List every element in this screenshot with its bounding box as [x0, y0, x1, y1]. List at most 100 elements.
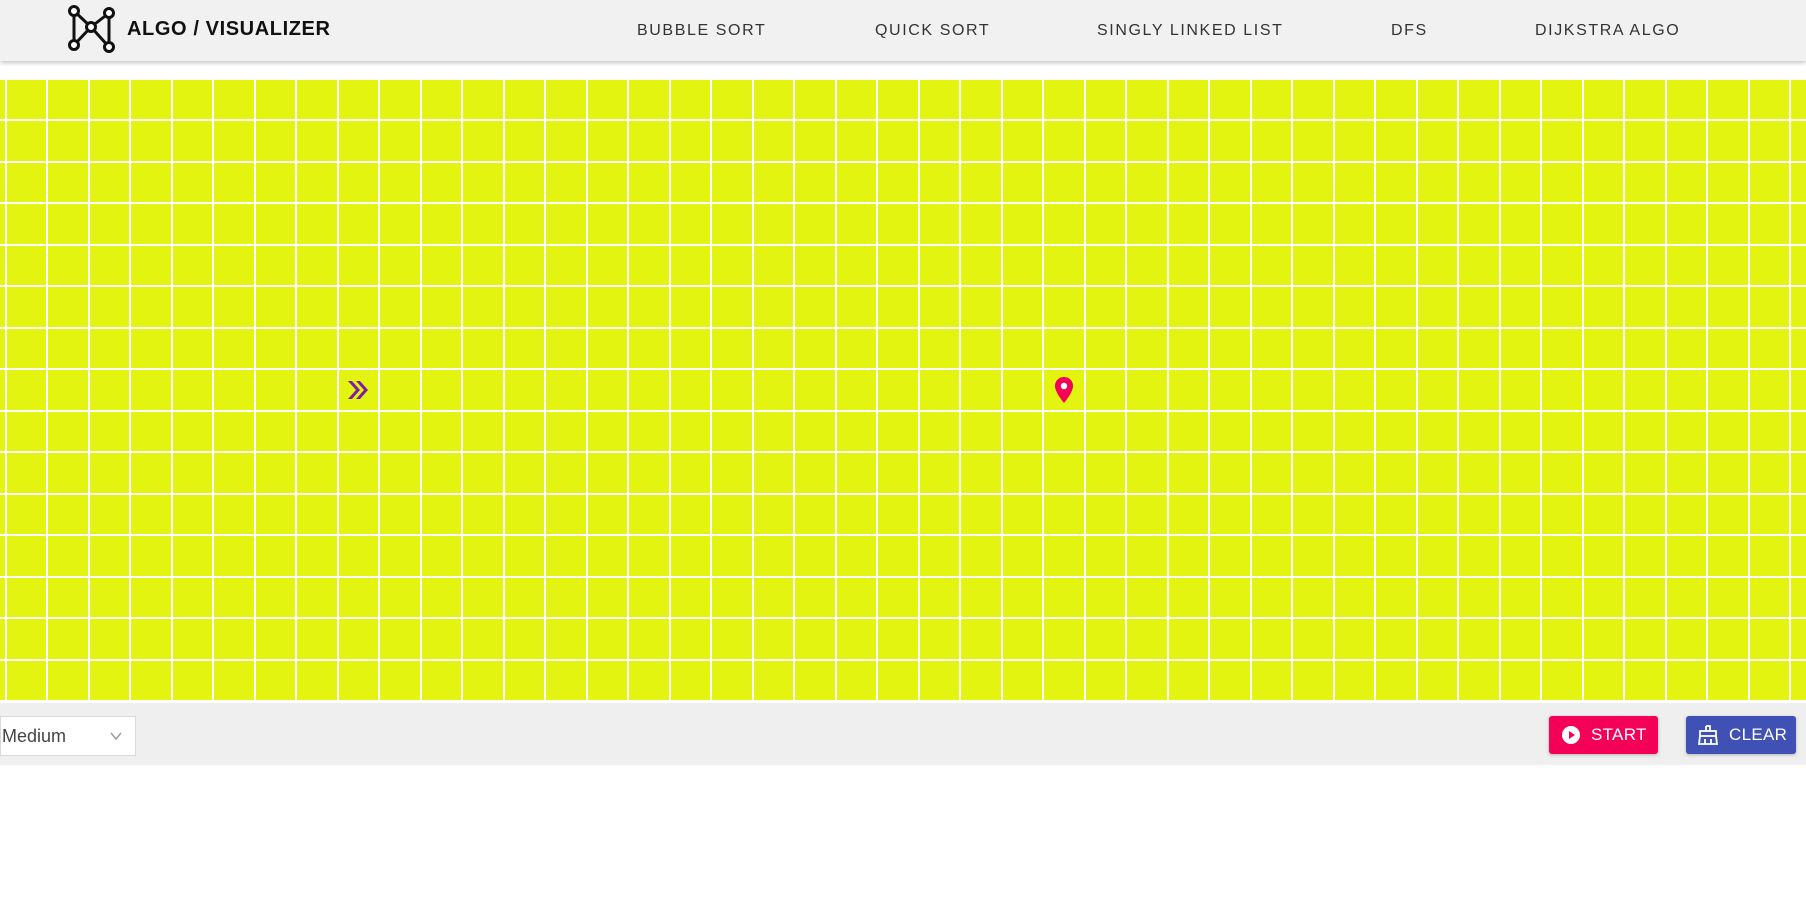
grid-cell[interactable]	[961, 79, 1001, 119]
grid-cell[interactable]	[0, 79, 5, 119]
grid-cell[interactable]	[1500, 328, 1540, 368]
grid-cell[interactable]	[1708, 494, 1748, 534]
grid-cell[interactable]	[1376, 370, 1416, 410]
grid-cell[interactable]	[1791, 370, 1806, 410]
grid-cell[interactable]	[670, 577, 710, 617]
grid-cell[interactable]	[587, 79, 627, 119]
nav-dfs[interactable]: DFS	[1391, 22, 1428, 39]
grid-cell[interactable]	[172, 370, 212, 410]
grid-cell[interactable]	[1583, 494, 1623, 534]
grid-cell[interactable]	[919, 328, 959, 368]
grid-cell[interactable]	[546, 79, 586, 119]
grid-cell[interactable]	[172, 494, 212, 534]
grid-cell[interactable]	[297, 328, 337, 368]
grid-cell[interactable]	[255, 494, 295, 534]
grid-cell[interactable]	[1459, 660, 1499, 700]
grid-cell[interactable]	[587, 660, 627, 700]
grid-cell[interactable]	[1334, 536, 1374, 576]
grid-cell[interactable]	[1749, 162, 1789, 202]
grid-cell[interactable]	[795, 453, 835, 493]
grid-cell[interactable]	[1002, 370, 1042, 410]
grid-cell[interactable]	[836, 494, 876, 534]
grid-cell[interactable]	[1542, 619, 1582, 659]
grid-cell[interactable]	[48, 577, 88, 617]
grid-cell[interactable]	[338, 204, 378, 244]
grid-cell[interactable]	[1542, 79, 1582, 119]
grid-cell[interactable]	[463, 121, 503, 161]
grid-cell[interactable]	[1293, 619, 1333, 659]
grid-cell[interactable]	[214, 287, 254, 327]
grid-cell[interactable]	[1666, 660, 1706, 700]
grid-cell[interactable]	[753, 245, 793, 285]
grid-cell[interactable]	[1002, 660, 1042, 700]
grid-cell[interactable]	[670, 245, 710, 285]
end-node[interactable]	[1044, 370, 1084, 410]
grid-cell[interactable]	[131, 494, 171, 534]
grid-cell[interactable]	[1625, 204, 1665, 244]
grid-cell[interactable]	[587, 328, 627, 368]
grid-cell[interactable]	[1749, 494, 1789, 534]
grid-cell[interactable]	[1210, 79, 1250, 119]
grid-cell[interactable]	[1500, 453, 1540, 493]
grid-cell[interactable]	[1500, 121, 1540, 161]
grid-cell[interactable]	[1044, 494, 1084, 534]
grid-cell[interactable]	[1417, 245, 1457, 285]
grid-cell[interactable]	[1334, 79, 1374, 119]
grid-cell[interactable]	[1583, 287, 1623, 327]
grid-cell[interactable]	[131, 162, 171, 202]
grid-cell[interactable]	[712, 79, 752, 119]
grid-cell[interactable]	[836, 245, 876, 285]
grid-cell[interactable]	[1417, 370, 1457, 410]
grid-cell[interactable]	[172, 79, 212, 119]
grid-cell[interactable]	[1251, 287, 1291, 327]
grid-cell[interactable]	[1334, 660, 1374, 700]
grid-cell[interactable]	[1293, 536, 1333, 576]
grid-cell[interactable]	[919, 453, 959, 493]
grid-cell[interactable]	[1002, 287, 1042, 327]
grid-cell[interactable]	[836, 162, 876, 202]
grid-cell[interactable]	[131, 328, 171, 368]
grid-cell[interactable]	[670, 79, 710, 119]
grid-cell[interactable]	[297, 162, 337, 202]
grid-cell[interactable]	[629, 79, 669, 119]
grid-cell[interactable]	[1666, 370, 1706, 410]
grid-cell[interactable]	[1749, 536, 1789, 576]
grid-cell[interactable]	[1210, 453, 1250, 493]
grid-cell[interactable]	[214, 619, 254, 659]
grid-cell[interactable]	[297, 536, 337, 576]
grid-cell[interactable]	[0, 453, 5, 493]
grid-cell[interactable]	[1168, 536, 1208, 576]
grid-cell[interactable]	[1666, 162, 1706, 202]
grid-cell[interactable]	[878, 328, 918, 368]
grid-cell[interactable]	[1625, 536, 1665, 576]
grid-cell[interactable]	[712, 287, 752, 327]
grid-cell[interactable]	[1417, 79, 1457, 119]
grid-cell[interactable]	[1168, 370, 1208, 410]
grid-cell[interactable]	[1085, 370, 1125, 410]
grid-cell[interactable]	[48, 619, 88, 659]
grid-cell[interactable]	[380, 79, 420, 119]
grid-cell[interactable]	[1791, 204, 1806, 244]
grid-cell[interactable]	[1210, 411, 1250, 451]
grid-cell[interactable]	[338, 328, 378, 368]
grid-cell[interactable]	[1168, 245, 1208, 285]
grid-cell[interactable]	[878, 577, 918, 617]
grid-cell[interactable]	[1334, 121, 1374, 161]
grid-cell[interactable]	[1085, 577, 1125, 617]
grid-cell[interactable]	[463, 536, 503, 576]
grid-cell[interactable]	[380, 162, 420, 202]
grid-cell[interactable]	[712, 619, 752, 659]
grid-cell[interactable]	[255, 619, 295, 659]
grid-cell[interactable]	[421, 204, 461, 244]
grid-cell[interactable]	[297, 494, 337, 534]
grid-cell[interactable]	[1376, 660, 1416, 700]
grid-cell[interactable]	[1791, 577, 1806, 617]
grid-cell[interactable]	[1293, 245, 1333, 285]
grid-cell[interactable]	[89, 79, 129, 119]
grid-cell[interactable]	[1334, 370, 1374, 410]
grid-cell[interactable]	[1251, 328, 1291, 368]
grid-cell[interactable]	[1002, 79, 1042, 119]
grid-cell[interactable]	[629, 162, 669, 202]
grid-cell[interactable]	[421, 328, 461, 368]
grid-cell[interactable]	[1417, 121, 1457, 161]
